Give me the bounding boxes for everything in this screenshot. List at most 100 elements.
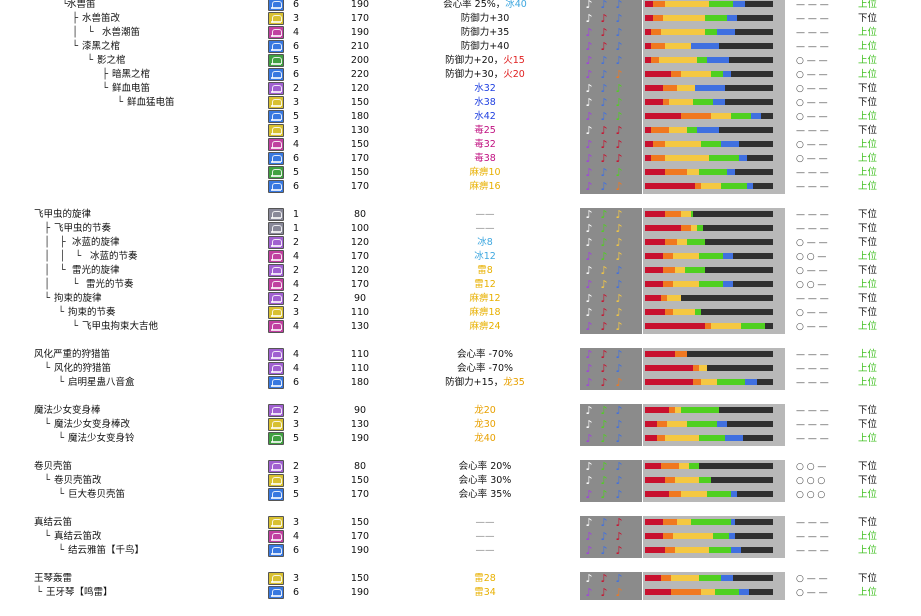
weapon-row[interactable]: 4 150 毒32 ♪ ♪ ♪ ○ — — 上位 [0,138,921,152]
music-note-icon: ♪ [615,54,623,67]
slots-indicator: ○ — — [796,266,828,276]
weapon-name[interactable]: 鲜血电笛 [112,83,151,94]
weapon-row[interactable]: ├ 飞甲虫的节奏 1 100 —— ♪ ♪ ♪ — — — 下位 [0,222,921,236]
sharpness-bar [645,477,773,483]
weapon-name[interactable]: 飞甲虫拘束大吉他 [82,321,159,332]
music-note-icon: ♪ [585,0,593,11]
weapon-row[interactable]: │ └ 雷光的旋律 2 120 雷8 ♪ ♪ ♪ ○ — — 下位 [0,264,921,278]
music-note-icon: ♪ [615,96,623,109]
weapon-name[interactable]: 卷贝壳笛 [34,461,73,472]
weapon-name[interactable]: 魔法少女变身棒改 [54,419,131,430]
weapon-row[interactable]: └ 结云雅笛【千鸟】 6 190 —— ♪ ♪ ♪ — — — 上位 [0,544,921,558]
weapon-row[interactable]: 6 170 毒38 ♪ ♪ ♪ ○ — — 上位 [0,152,921,166]
weapon-name[interactable]: 真结云笛 [34,517,73,528]
weapon-row[interactable]: 6 170 麻痹16 ♪ ♪ ♪ — — — 上位 [0,180,921,194]
sharpness-cell [643,222,785,236]
attack-value: 120 [350,83,370,94]
weapon-name[interactable]: 王琴轰雷 [34,573,73,584]
weapon-row[interactable]: └ 拘束的旋律 2 90 麻痹12 ♪ ♪ ♪ — — — 下位 [0,292,921,306]
weapon-name[interactable]: 启明星蛊八音盒 [68,377,135,388]
weapon-row[interactable]: └ 魔法少女变身铃 5 190 龙40 ♪ ♪ ♪ — — — 上位 [0,432,921,446]
special-text: 会心率 20% [458,461,512,472]
weapon-name[interactable]: 水兽笛改 [82,13,121,24]
weapon-name[interactable]: 魔法少女变身棒 [34,405,101,416]
weapon-row[interactable]: 真结云笛 3 150 —— ♪ ♪ ♪ — — — 下位 [0,516,921,530]
weapon-row[interactable]: └ 漆黑之棺 6 210 防御力+40 ♪ ♪ ♪ — — — 上位 [0,40,921,54]
weapon-row[interactable]: 3 130 毒25 ♪ ♪ ♪ — — — 下位 [0,124,921,138]
special-attribute: —— [410,544,560,558]
weapon-name[interactable]: 冰蓝的旋律 [72,237,120,248]
weapon-row[interactable]: 卷贝壳笛 2 80 会心率 20% ♪ ♪ ♪ ○ ○ — 下位 [0,460,921,474]
weapon-row[interactable]: └ 魔法少女变身棒改 3 130 龙30 ♪ ♪ ♪ — — — 下位 [0,418,921,432]
music-note-icon: ♪ [615,488,623,501]
rarity-value: 2 [293,461,300,472]
weapon-row[interactable]: │ │ └ 冰蓝的节奏 4 170 冰12 ♪ ♪ ♪ ○ ○ — 上位 [0,250,921,264]
weapon-row[interactable]: ├ 暗黑之棺 6 220 防御力+30，火20 ♪ ♪ ♪ ○ — — 上位 [0,68,921,82]
weapon-name[interactable]: 飞甲虫的节奏 [54,223,112,234]
weapon-name[interactable]: 卷贝壳笛改 [54,475,102,486]
weapon-name[interactable]: 水兽笛 [67,0,96,10]
weapon-row[interactable]: └ 拘束的节奏 3 110 麻痹18 ♪ ♪ ♪ ○ — — 下位 [0,306,921,320]
rarity-value: 2 [293,405,300,416]
weapon-name[interactable]: 魔法少女变身铃 [68,433,135,444]
sharpness-segment [669,407,675,413]
weapon-row[interactable]: └ 巨大卷贝壳笛 5 170 会心率 35% ♪ ♪ ♪ ○ ○ ○ 上位 [0,488,921,502]
weapon-row[interactable]: └ 影之棺 5 200 防御力+20，火15 ♪ ♪ ♪ ○ — — 上位 [0,54,921,68]
sharpness-cell [643,152,785,166]
rarity-value: 6 [293,587,300,598]
weapon-row[interactable]: 魔法少女变身棒 2 90 龙20 ♪ ♪ ♪ — — — 下位 [0,404,921,418]
weapon-name[interactable]: 王牙琴【鸣雷】 [46,587,113,598]
weapon-name[interactable]: 巨大卷贝壳笛 [68,489,126,500]
weapon-name[interactable]: 拘束的旋律 [54,293,102,304]
hunting-horn-icon [268,12,284,25]
weapon-name[interactable]: 风化的狩猎笛 [54,363,112,374]
weapon-row[interactable]: └ 鲜血猛电笛 3 150 水38 ♪ ♪ ♪ ○ — — 下位 [0,96,921,110]
slots-indicator: — — — [796,350,829,360]
sharpness-segment [731,491,737,497]
weapon-row[interactable]: 飞甲虫的旋律 1 80 —— ♪ ♪ ♪ — — — 下位 [0,208,921,222]
weapon-name[interactable]: 拘束的节奏 [68,307,116,318]
hunting-horn-icon [268,166,284,179]
sharpness-segment [657,421,667,427]
rank-label: 下位 [858,517,878,528]
weapon-row[interactable]: └ 风化的狩猎笛 4 110 会心率 -70% ♪ ♪ ♪ — — — 上位 [0,362,921,376]
tree-connector: └ [36,587,43,598]
weapon-name[interactable]: 影之棺 [97,55,126,66]
weapon-row[interactable]: 5 150 麻痹10 ♪ ♪ ♪ — — — 上位 [0,166,921,180]
weapon-name[interactable]: 漆黑之棺 [82,41,121,52]
weapon-row[interactable]: │ └ 水兽潮笛 4 190 防御力+35 ♪ ♪ ♪ — — — 上位 [0,26,921,40]
weapon-name[interactable]: 暗黑之棺 [112,69,151,80]
weapon-row[interactable]: │ ├ 冰蓝的旋律 2 120 冰8 ♪ ♪ ♪ ○ — — 下位 [0,236,921,250]
weapon-row[interactable]: └ 王牙琴【鸣雷】 6 190 雷34 ♪ ♪ ♪ ○ — — 上位 [0,586,921,600]
weapon-name[interactable]: 风化严重的狩猎笛 [34,349,111,360]
weapon-row[interactable]: ├ 水兽笛改 3 170 防御力+30 ♪ ♪ ♪ — — — 下位 [0,12,921,26]
sharpness-segment [675,351,687,357]
music-note-icon: ♪ [585,54,593,67]
sharpness-bar [645,253,773,259]
slots-indicator: ○ — — [796,322,828,332]
sharpness-segment [665,211,681,217]
weapon-row[interactable]: └ 飞甲虫拘束大吉他 4 130 麻痹24 ♪ ♪ ♪ ○ — — 上位 [0,320,921,334]
rarity-value: 2 [293,293,300,304]
weapon-row[interactable]: └ 真结云笛改 4 170 —— ♪ ♪ ♪ — — — 上位 [0,530,921,544]
weapon-name[interactable]: 鲜血猛电笛 [127,97,175,108]
weapon-name[interactable]: 真结云笛改 [54,531,102,542]
special-attribute: 毒38 [410,152,560,166]
weapon-name[interactable]: 水兽潮笛 [102,27,141,38]
weapon-row[interactable]: └ 水兽笛 6 190 会心率 25%，冰40 ♪ ♪ ♪ — — — 上位 [0,0,921,12]
sharpness-segment [723,253,733,259]
weapon-name[interactable]: 雷光的旋律 [72,265,120,276]
weapon-row[interactable]: │ └ 雷光的节奏 4 170 雷12 ♪ ♪ ♪ ○ ○ — 上位 [0,278,921,292]
weapon-name[interactable]: 飞甲虫的旋律 [34,209,92,220]
weapon-row[interactable]: 风化严重的狩猎笛 4 110 会心率 -70% ♪ ♪ ♪ — — — 上位 [0,348,921,362]
weapon-row[interactable]: └ 启明星蛊八音盒 6 180 防御力+15，龙35 ♪ ♪ ♪ — — — 上位 [0,376,921,390]
rarity-value: 3 [293,125,300,136]
weapon-name[interactable]: 结云雅笛【千鸟】 [68,545,145,556]
sharpness-cell [643,516,785,530]
weapon-row[interactable]: └ 鲜血电笛 2 120 水32 ♪ ♪ ♪ ○ — — 下位 [0,82,921,96]
weapon-row[interactable]: 王琴轰雷 3 150 雷28 ♪ ♪ ♪ ○ — — 下位 [0,572,921,586]
weapon-row[interactable]: 5 180 水42 ♪ ♪ ♪ ○ — — 上位 [0,110,921,124]
weapon-name[interactable]: 冰蓝的节奏 [90,251,138,262]
weapon-name[interactable]: 雷光的节奏 [86,279,134,290]
weapon-row[interactable]: └ 卷贝壳笛改 3 150 会心率 30% ♪ ♪ ♪ ○ ○ ○ 下位 [0,474,921,488]
